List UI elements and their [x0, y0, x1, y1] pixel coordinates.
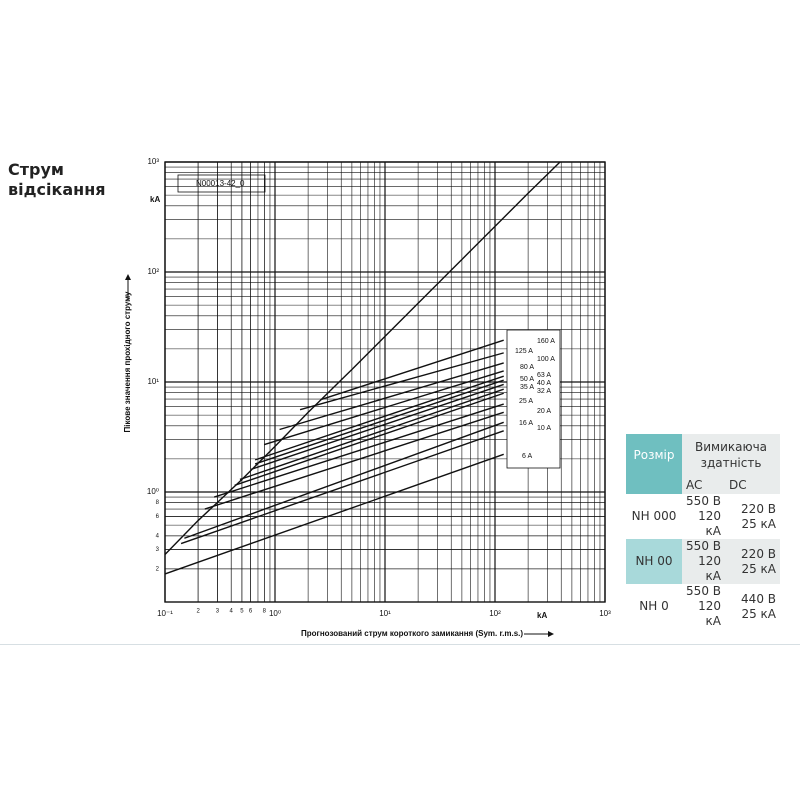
x-title: Прогнозований струм короткого замикання …	[301, 629, 523, 638]
x-arrowhead	[548, 631, 554, 637]
x-tick-label: 2	[196, 609, 200, 615]
series-line	[180, 430, 504, 545]
series-line	[213, 403, 504, 498]
cell-text: 120 кА	[698, 599, 721, 628]
x-tick-label: 5	[240, 609, 244, 615]
y-unit: kA	[150, 195, 160, 204]
y-tick-label: 10²	[147, 267, 159, 276]
x-tick-label: 10³	[599, 609, 611, 618]
table-header: Розмір	[626, 434, 682, 476]
x-unit: kA	[537, 611, 547, 620]
cell-text: 120 кА	[698, 509, 721, 538]
series-line	[279, 362, 504, 431]
table-row: NH 00 550 В 120 кА 220 В 25 кА	[626, 539, 780, 584]
label-box	[506, 329, 561, 469]
series-line	[239, 388, 504, 481]
x-tick-label: 10²	[489, 609, 501, 618]
table-cell: 550 В 120 кА	[682, 539, 725, 584]
x-tick-label: 8	[263, 609, 267, 615]
series-label: 125 A	[515, 348, 533, 355]
divider	[0, 644, 800, 645]
table-cell: NH 000	[626, 494, 682, 539]
table-cell: 440 В 25 кА	[725, 584, 780, 629]
series-line	[164, 453, 504, 575]
y-tick-label: 10⁰	[147, 487, 159, 496]
table-cell: NH 0	[626, 584, 682, 629]
y-title: Пікове значення прохідного струму	[123, 291, 132, 432]
cell-text: 550 В	[686, 539, 721, 553]
cell-text: 550 В	[686, 494, 721, 508]
table-cell: 220 В 25 кА	[725, 494, 780, 539]
series-line	[164, 161, 561, 556]
series-line	[184, 421, 504, 539]
cell-text: 220 В	[741, 501, 776, 516]
series-label: 10 A	[537, 425, 551, 432]
table-row: NH 0 550 В 120 кА 440 В 25 кА	[626, 584, 780, 629]
series-label: 160 A	[537, 338, 555, 345]
y-tick-label: 6	[156, 514, 160, 520]
cell-text: 25 кА	[741, 516, 776, 531]
x-tick-label: 10⁰	[269, 609, 281, 618]
cell-text: NH 00	[635, 554, 673, 568]
series-line	[250, 383, 504, 471]
table-subheader: AC	[682, 476, 725, 494]
cell-text: 25 кА	[741, 606, 776, 621]
cell-text: 25 кА	[741, 561, 776, 576]
code: N00013-42_0	[196, 179, 245, 188]
series-line	[299, 352, 504, 411]
cell-text: 550 В	[686, 584, 721, 598]
x-tick-label: 6	[249, 609, 253, 615]
table-cell: 550 В 120 кА	[682, 584, 725, 629]
plot-frame	[164, 161, 606, 603]
cell-text: 220 В	[741, 546, 776, 561]
series-line	[320, 339, 504, 401]
table-subheader: DC	[725, 476, 780, 494]
series-label: 25 A	[519, 398, 533, 405]
series-label: 6 A	[522, 453, 532, 460]
table-cell: NH 00	[626, 539, 682, 584]
series-label: 20 A	[537, 408, 551, 415]
y-tick-label: 8	[156, 500, 160, 506]
series-label: 100 A	[537, 356, 555, 363]
y-tick-label: 10¹	[147, 377, 159, 386]
series-line	[254, 379, 504, 465]
series-label: 63 A	[537, 372, 551, 379]
series-label: 40 A	[537, 380, 551, 387]
table-cell: 550 В 120 кА	[682, 494, 725, 539]
table-cell: 220 В 25 кА	[725, 539, 780, 584]
x-tick-label: 10¹	[379, 609, 391, 618]
x-tick-label: 10⁻¹	[157, 609, 173, 618]
series-line	[264, 370, 504, 446]
heading: Струм відсікання	[8, 160, 106, 199]
cell-text: NH 0	[639, 599, 669, 613]
series-label: 80 A	[520, 364, 534, 371]
series-label: 35 A	[520, 384, 534, 391]
cell-text: 120 кА	[698, 554, 721, 583]
x-tick-label: 3	[216, 609, 220, 615]
series-line	[234, 392, 504, 486]
x-tick-label: 4	[230, 609, 234, 615]
spec-table: Розмір Вимикаюча здатність AC DC NH 000 550…	[626, 434, 780, 629]
cell-text: 440 В	[741, 591, 776, 606]
y-tick-label: 3	[156, 547, 160, 553]
y-tick-label: 2	[156, 566, 160, 572]
table-header: Вимикаюча здатність	[682, 434, 780, 476]
cell-text: NH 000	[631, 509, 677, 523]
y-tick-label: 10³	[147, 157, 159, 166]
series-label: 16 A	[519, 420, 533, 427]
y-arrowhead	[125, 274, 131, 280]
series-line	[204, 411, 504, 510]
series-line	[254, 375, 504, 461]
y-tick-label: 4	[156, 533, 160, 539]
series-label: 32 A	[537, 388, 551, 395]
table-row: NH 000 550 В 120 кА 220 В 25 кА	[626, 494, 780, 539]
series-label: 50 A	[520, 376, 534, 383]
